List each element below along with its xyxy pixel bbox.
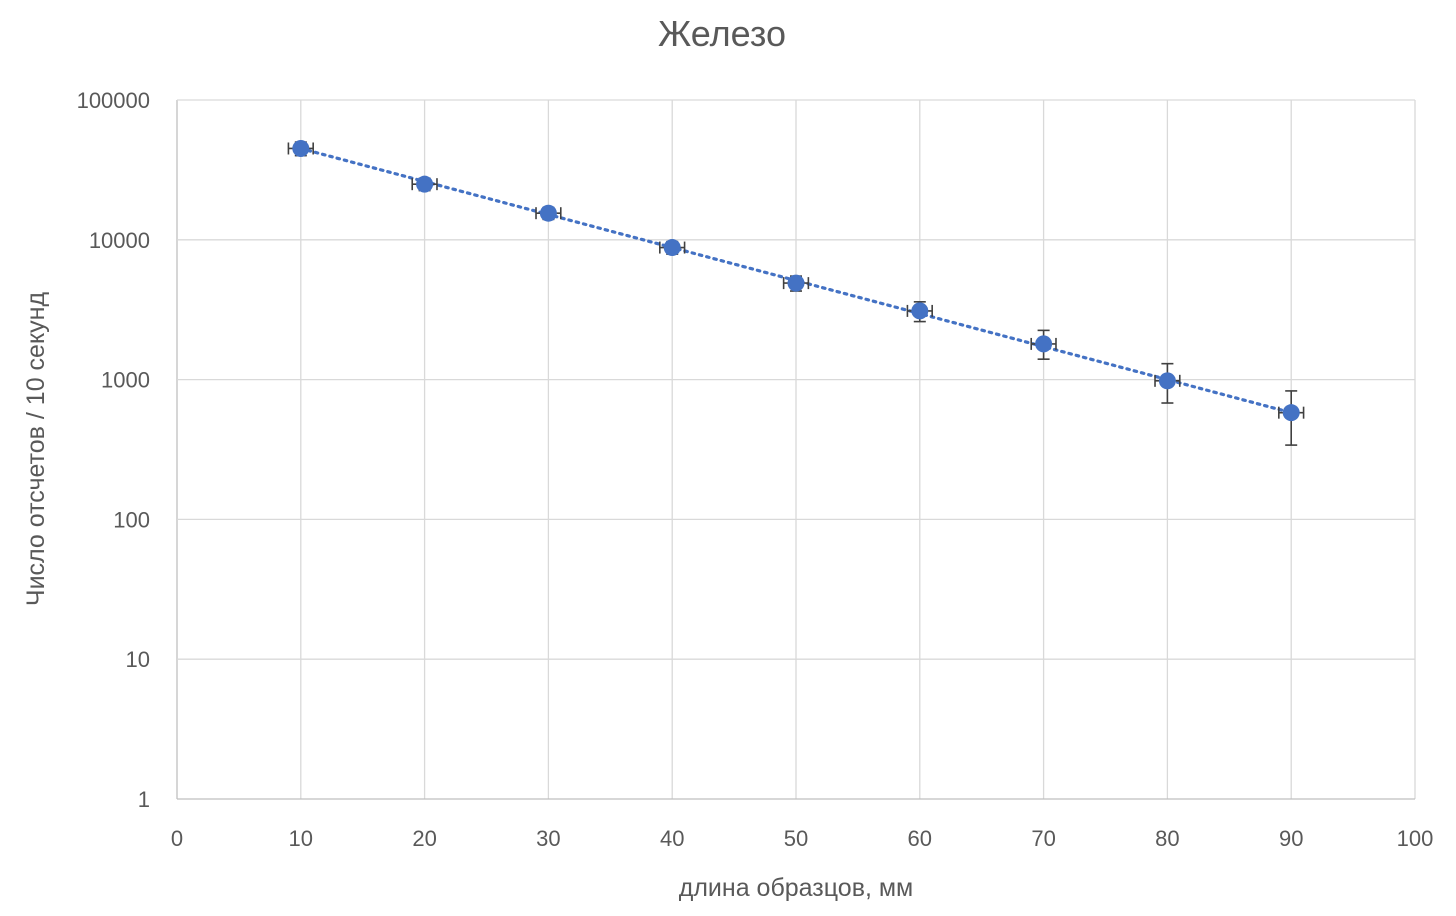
data-point (1158, 372, 1176, 390)
y-tick-label: 100000 (77, 88, 150, 113)
x-tick-label: 10 (289, 826, 313, 851)
tick-labels-layer: 0 10 20 30 40 50 60 70 80 90 100110100100010000100… (77, 88, 1434, 851)
x-tick-label: 20 (412, 826, 436, 851)
data-point (1035, 335, 1053, 353)
y-tick-label: 10000 (89, 228, 150, 253)
data-point (416, 175, 434, 193)
y-axis-label: Число отсчетов / 10 секунд (22, 292, 50, 607)
y-tick-label: 100 (113, 507, 150, 532)
x-tick-label: 90 (1279, 826, 1303, 851)
data-point (292, 139, 310, 157)
y-tick-label: 1 (138, 787, 150, 812)
x-tick-label: 30 (536, 826, 560, 851)
x-tick-label: 80 (1155, 826, 1179, 851)
x-axis-label: длина образцов, мм (679, 874, 914, 902)
data-point (911, 302, 929, 320)
x-tick-label: 70 (1031, 826, 1055, 851)
y-tick-label: 1000 (101, 368, 150, 393)
points-layer (292, 139, 1300, 422)
grid-layer (176, 99, 1416, 800)
x-tick-label: 50 (784, 826, 808, 851)
data-point (787, 274, 805, 292)
x-tick-label: 0 (171, 826, 183, 851)
y-tick-label: 10 (126, 647, 150, 672)
x-tick-label: 40 (660, 826, 684, 851)
chart-title: Железо (658, 13, 786, 54)
x-tick-label: 60 (908, 826, 932, 851)
x-tick-label: 100 (1397, 826, 1434, 851)
data-point (1282, 404, 1300, 422)
data-point (539, 204, 557, 222)
data-point (663, 239, 681, 257)
